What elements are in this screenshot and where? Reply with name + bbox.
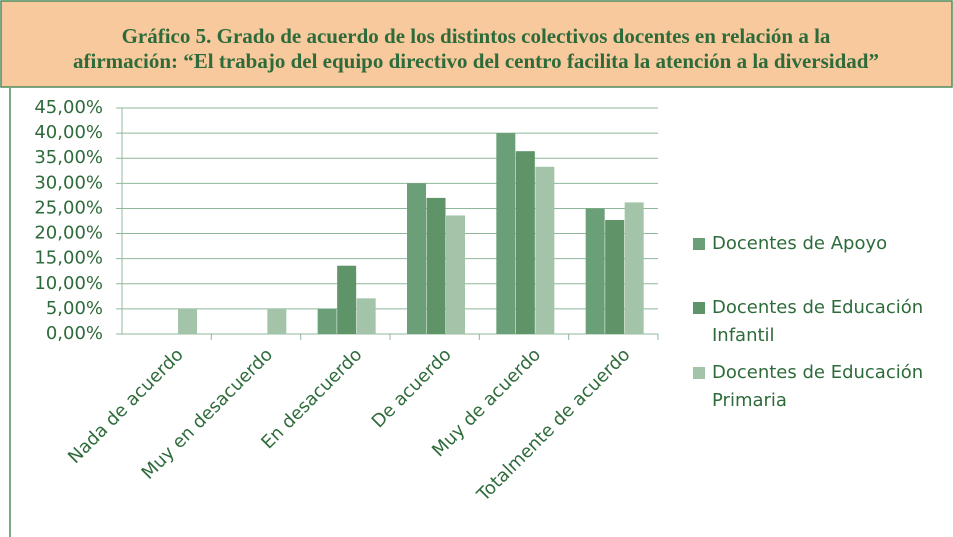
bar — [356, 298, 376, 334]
legend-label: Docentes de Apoyo — [712, 233, 888, 254]
bar — [605, 219, 625, 334]
legend-item: Docentes de Educación Primaria — [693, 359, 953, 415]
y-tick-label: 10,00% — [34, 273, 103, 294]
title-banner — [0, 0, 953, 88]
legend-item: Docentes de Educación Infantil — [693, 294, 953, 350]
legend-swatch — [693, 238, 705, 250]
bar — [267, 308, 287, 334]
y-tick-label: 40,00% — [34, 122, 103, 143]
legend-label: Docentes de Educación Infantil — [712, 297, 924, 346]
bar — [535, 166, 555, 334]
chart-title: Gráfico 5. Grado de acuerdo de los disti… — [122, 24, 831, 48]
bar — [337, 265, 357, 334]
bar — [446, 215, 465, 334]
y-tick-label: 15,00% — [34, 248, 103, 269]
chart-title: afirmación: “El trabajo del equipo direc… — [73, 49, 879, 73]
bar — [515, 151, 535, 334]
legend-item: Docentes de Apoyo — [693, 230, 953, 258]
y-tick-label: 5,00% — [46, 298, 103, 319]
x-tick-label: De acuerdo — [368, 344, 456, 432]
bar — [624, 202, 644, 334]
bar — [178, 308, 197, 334]
bar — [585, 208, 605, 334]
legend-swatch — [693, 367, 705, 379]
bar — [407, 183, 426, 334]
bar — [496, 133, 516, 334]
y-tick-label: 25,00% — [34, 197, 103, 218]
legend-label: Docentes de Educación Primaria — [712, 362, 924, 411]
bar — [317, 308, 337, 334]
legend-swatch — [693, 302, 705, 314]
y-tick-label: 0,00% — [46, 323, 103, 344]
y-tick-label: 35,00% — [34, 147, 103, 168]
x-tick-label: Totalmente de acuerdo — [472, 344, 634, 506]
y-tick-label: 30,00% — [34, 172, 103, 193]
y-tick-label: 20,00% — [34, 223, 103, 244]
bar — [426, 197, 446, 334]
y-tick-label: 45,00% — [34, 97, 103, 118]
